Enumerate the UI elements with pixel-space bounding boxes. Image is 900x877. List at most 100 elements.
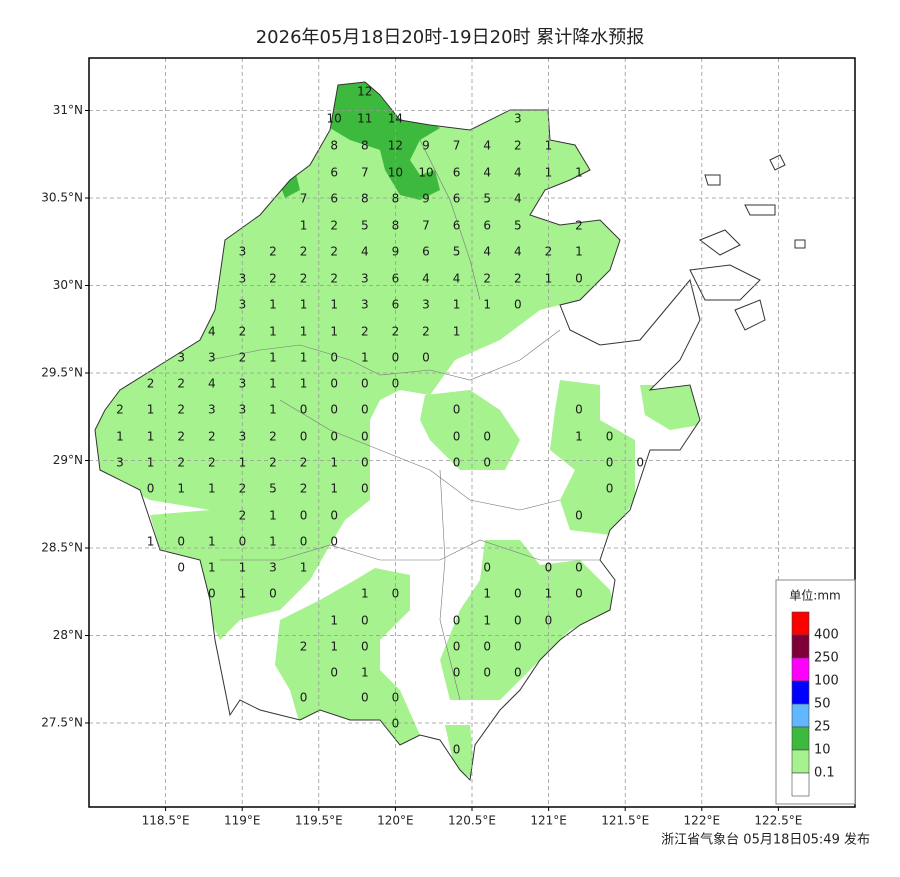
station-value: 3 [208, 351, 216, 365]
station-value: 1 [361, 587, 369, 601]
y-tick-label: 29.5°N [41, 366, 83, 380]
station-value: 0 [361, 403, 369, 417]
station-value: 8 [392, 192, 400, 206]
station-value: 0 [300, 403, 308, 417]
station-value: 2 [361, 325, 369, 339]
legend-label: 100 [814, 674, 839, 689]
precip-areas [95, 82, 700, 780]
station-value: 1 [239, 456, 247, 470]
island [769, 154, 786, 171]
legend-label: 400 [814, 628, 839, 643]
station-value: 1 [300, 377, 308, 391]
station-value: 0 [483, 430, 491, 444]
station-value: 0 [575, 561, 583, 575]
light-green-area [445, 725, 475, 780]
station-value: 0 [177, 561, 185, 575]
station-value: 7 [453, 139, 461, 153]
station-value: 2 [330, 245, 338, 259]
station-value: 0 [361, 456, 369, 470]
border-line [419, 139, 481, 301]
station-value: 0 [606, 456, 614, 470]
station-value: 4 [208, 325, 216, 339]
station-value: 1 [147, 535, 155, 549]
station-value: 3 [239, 245, 247, 259]
legend-swatch [791, 611, 810, 636]
station-value: 0 [361, 482, 369, 496]
light-green-area [95, 82, 640, 640]
station-value: 8 [361, 192, 369, 206]
station-value: 2 [239, 351, 247, 365]
station-value: 2 [147, 377, 155, 391]
station-value: 1 [147, 403, 155, 417]
station-value: 3 [239, 298, 247, 312]
station-value: 1 [483, 614, 491, 628]
station-value: 4 [361, 245, 369, 259]
station-value: 0 [300, 535, 308, 549]
station-value: 6 [453, 192, 461, 206]
station-value: 6 [330, 166, 338, 180]
county-borders [209, 139, 600, 701]
station-value: 3 [239, 377, 247, 391]
station-value: 0 [453, 403, 461, 417]
station-value: 1 [483, 298, 491, 312]
station-value: 0 [239, 535, 247, 549]
station-value: 1 [330, 640, 338, 654]
station-value: 0 [606, 482, 614, 496]
station-value: 2 [269, 245, 277, 259]
station-value: 3 [208, 403, 216, 417]
station-value: 7 [361, 166, 369, 180]
station-value: 1 [147, 456, 155, 470]
legend-swatch [791, 703, 810, 728]
station-value: 0 [483, 456, 491, 470]
station-value: 11 [357, 112, 372, 126]
station-value: 0 [361, 377, 369, 391]
light-green-area [550, 380, 635, 535]
station-value: 0 [514, 640, 522, 654]
y-tick-label: 30°N [53, 278, 83, 292]
station-value: 6 [392, 298, 400, 312]
station-value: 0 [361, 640, 369, 654]
station-value: 0 [177, 535, 185, 549]
island [744, 204, 776, 216]
station-value: 2 [330, 272, 338, 286]
station-value: 0 [361, 430, 369, 444]
station-value: 4 [483, 245, 491, 259]
station-value: 0 [330, 509, 338, 523]
y-tick-label: 30.5°N [41, 191, 83, 205]
station-value: 4 [483, 166, 491, 180]
station-value: 0 [575, 403, 583, 417]
station-value: 4 [514, 166, 522, 180]
station-value: 0 [392, 351, 400, 365]
station-value: 2 [300, 456, 308, 470]
station-value: 8 [330, 139, 338, 153]
station-value: 0 [269, 587, 277, 601]
station-value: 3 [239, 430, 247, 444]
y-tick-label: 27.5°N [41, 716, 83, 730]
station-value: 0 [330, 535, 338, 549]
station-value: 0 [392, 691, 400, 705]
station-value: 6 [453, 166, 461, 180]
station-value: 1 [330, 614, 338, 628]
station-value: 1 [269, 351, 277, 365]
station-value: 0 [330, 666, 338, 680]
dark-green-area [280, 170, 300, 198]
legend-title: 单位:mm [789, 588, 840, 603]
station-value: 1 [269, 377, 277, 391]
legend-swatch [791, 634, 810, 659]
station-value: 6 [453, 219, 461, 233]
x-tick-label: 119°E [224, 814, 261, 828]
station-value: 5 [269, 482, 277, 496]
y-tick-label: 29°N [53, 453, 83, 467]
legend-label: 0.1 [814, 766, 835, 781]
station-value: 1 [116, 430, 124, 444]
station-value: 2 [300, 640, 308, 654]
station-value: 14 [388, 112, 403, 126]
station-value: 2 [177, 456, 185, 470]
station-value: 3 [422, 298, 430, 312]
station-value: 2 [300, 245, 308, 259]
station-value: 0 [330, 403, 338, 417]
station-value: 2 [330, 219, 338, 233]
station-value: 1 [361, 351, 369, 365]
station-value: 0 [483, 640, 491, 654]
